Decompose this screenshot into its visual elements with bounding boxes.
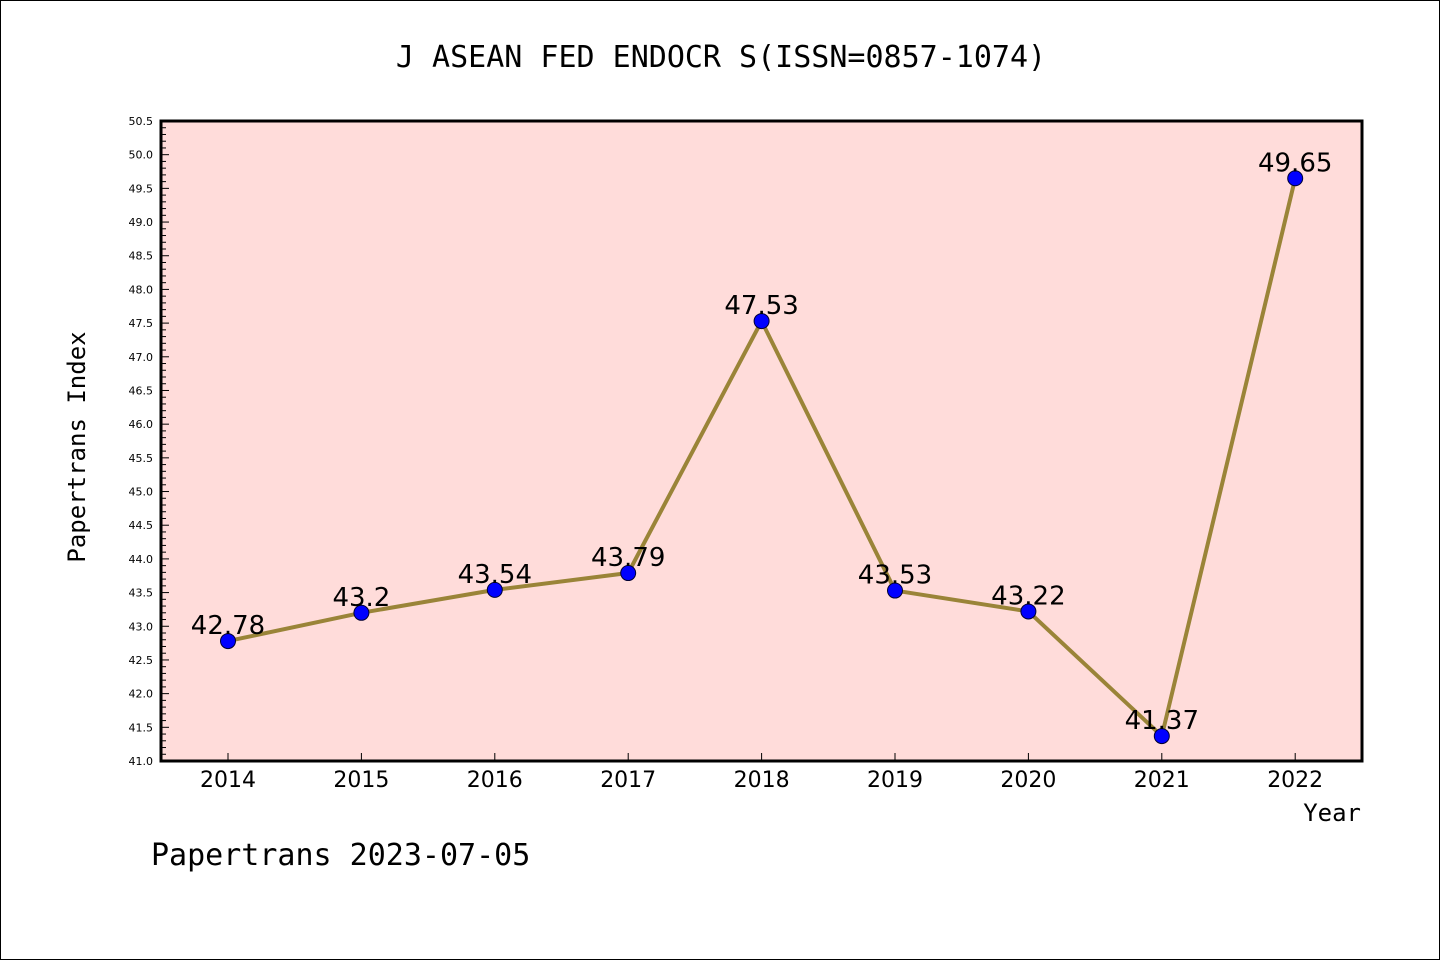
y-tick-label: 44.0 <box>129 553 154 566</box>
y-tick-label: 46.0 <box>129 418 154 431</box>
footer-text: Papertrans 2023-07-05 <box>151 838 530 873</box>
x-axis: 2014 2015 2016 2017 2018 2019 2020 2021 2022 <box>200 753 1323 793</box>
series-group: 42.78 43.2 43.54 43.79 47.53 43.53 43.22 41.37 4… <box>191 148 1332 745</box>
data-label: 42.78 <box>191 611 265 641</box>
x-tick-label: 2015 <box>333 768 389 793</box>
y-tick-label: 48.0 <box>129 283 154 296</box>
data-point <box>353 604 370 621</box>
y-tick-label: 43.5 <box>129 587 154 600</box>
y-tick-label: 50.0 <box>129 149 154 162</box>
x-tick-label: 2020 <box>1000 768 1056 793</box>
x-tick-label: 2018 <box>734 768 790 793</box>
chart-title: J ASEAN FED ENDOCR S(ISSN=0857-1074) <box>396 40 1046 75</box>
x-axis-label: Year <box>1303 799 1361 827</box>
y-axis-label: Papertrans Index <box>63 331 91 562</box>
data-label: 43.2 <box>332 583 390 613</box>
y-tick-label: 49.0 <box>129 216 154 229</box>
data-label: 43.53 <box>858 561 932 591</box>
data-label: 41.37 <box>1125 706 1199 736</box>
y-axis: 41.0 41.5 42.0 42.5 43.0 43.5 44.0 44.5 45.0 45.5… <box>129 115 169 768</box>
x-tick-label: 2022 <box>1267 768 1323 793</box>
x-tick-label: 2014 <box>200 768 256 793</box>
y-tick-label: 41.5 <box>129 721 154 734</box>
data-point <box>887 582 903 599</box>
data-label: 43.79 <box>591 543 665 573</box>
data-label: 49.65 <box>1258 148 1332 178</box>
y-tick-label: 42.5 <box>129 654 154 667</box>
y-tick-label: 50.5 <box>129 115 154 128</box>
data-point <box>486 581 503 598</box>
y-tick-label: 47.0 <box>129 351 154 364</box>
data-label: 47.53 <box>724 291 798 321</box>
data-label: 43.54 <box>458 560 532 590</box>
x-tick-label: 2021 <box>1134 768 1190 793</box>
y-tick-label: 44.5 <box>129 519 154 532</box>
y-tick-label: 42.0 <box>129 688 154 701</box>
data-point <box>620 565 637 582</box>
data-point <box>1153 728 1170 745</box>
y-tick-label: 41.0 <box>129 755 154 768</box>
data-point <box>1020 603 1037 620</box>
data-point <box>1287 170 1304 187</box>
y-tick-label: 46.5 <box>129 384 154 397</box>
y-tick-label: 47.5 <box>129 317 154 330</box>
y-tick-label: 49.5 <box>129 182 154 195</box>
y-tick-label: 45.5 <box>129 452 154 465</box>
data-label: 43.22 <box>991 581 1065 611</box>
y-tick-label: 45.0 <box>129 486 154 499</box>
x-tick-label: 2019 <box>867 768 923 793</box>
y-tick-label: 43.0 <box>129 620 154 633</box>
y-tick-label: 48.5 <box>129 250 154 263</box>
plot-area <box>159 119 1364 763</box>
data-point <box>753 313 770 330</box>
x-tick-label: 2017 <box>600 768 656 793</box>
x-tick-label: 2016 <box>467 768 523 793</box>
data-point <box>220 633 236 650</box>
